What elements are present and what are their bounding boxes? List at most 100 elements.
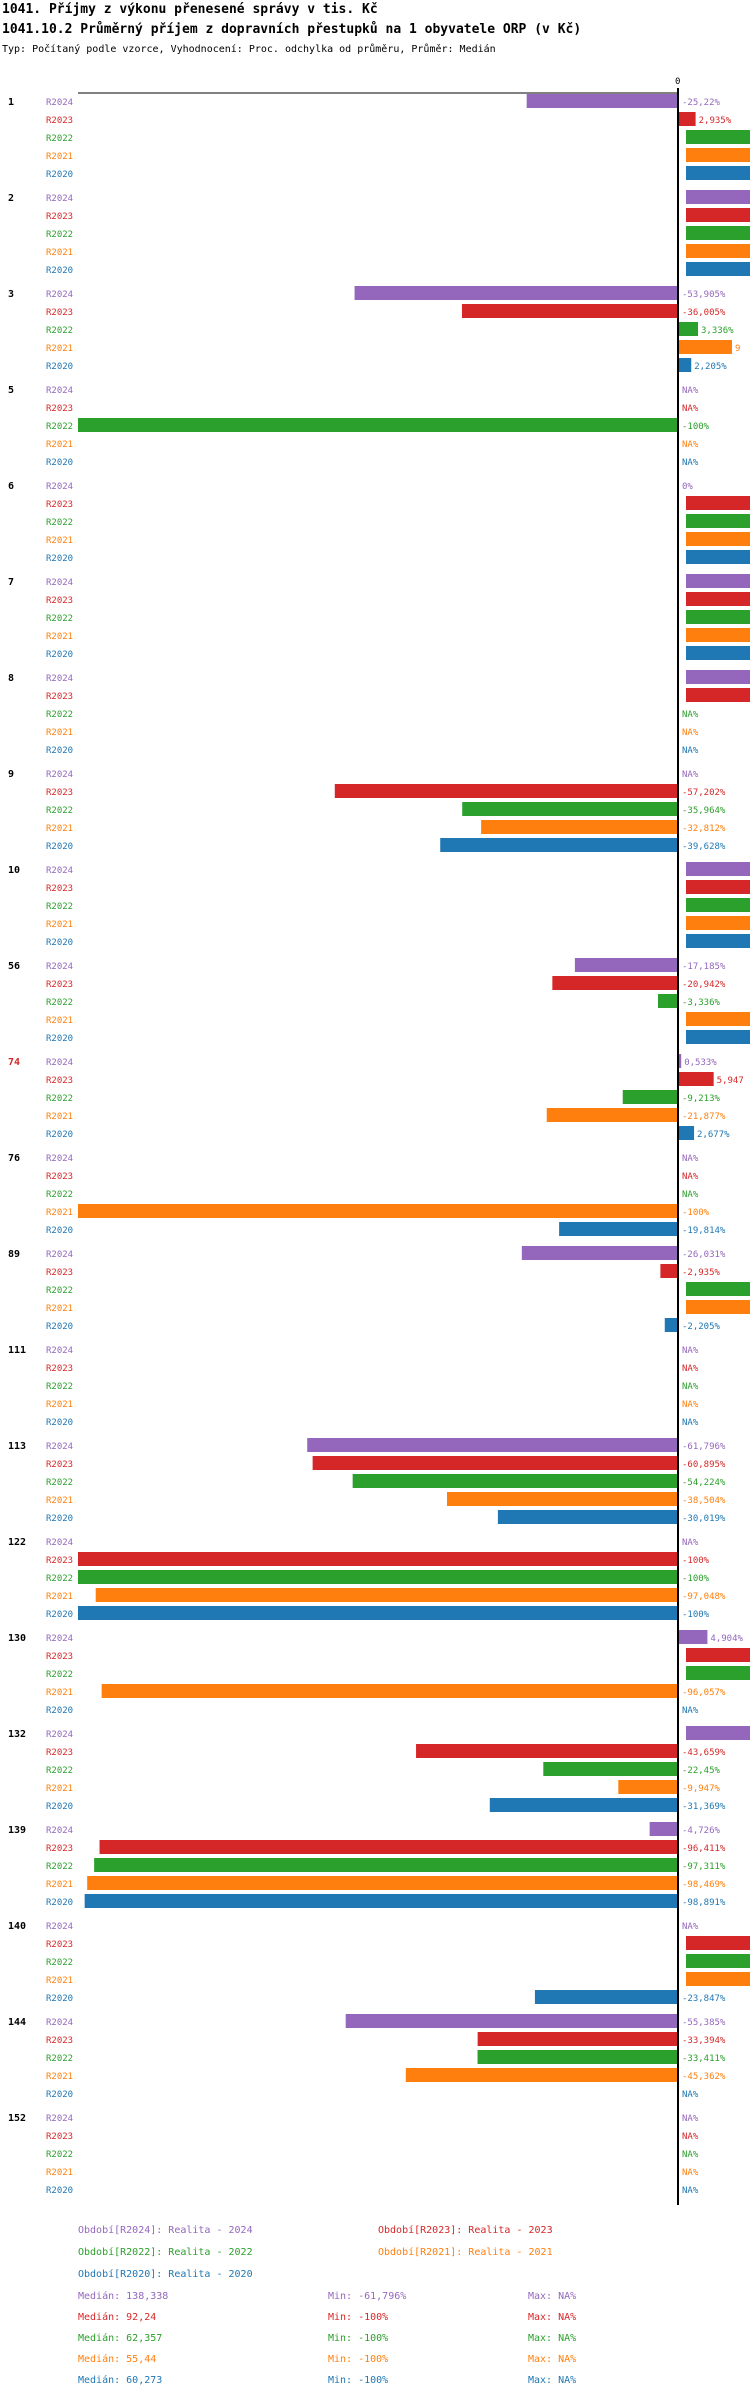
series-label: R2021 [46,920,73,930]
group-label: 113 [8,1441,26,1452]
value-label: NA% [682,1922,699,1932]
series-label: R2024 [46,1250,73,1260]
group-label: 7 [8,577,14,588]
value-label: -17,185% [682,962,726,972]
group-76: 76 R2024 NA% R2023 NA% R2022 NA% R2021 -100% R202… [8,1153,726,1236]
series-label: R2020 [46,650,73,660]
series-label: R2022 [46,806,73,816]
bar [686,1282,750,1296]
bar [686,208,750,222]
series-label: R2022 [46,518,73,528]
series-label: R2022 [46,1286,73,1296]
value-label: -98,891% [682,1898,726,1908]
group-label: 6 [8,481,14,492]
value-label: -4,726% [682,1826,721,1836]
series-label: R2021 [46,1880,73,1890]
series-label: R2021 [46,1784,73,1794]
group-label: 139 [8,1825,26,1836]
value-label: -60,895% [682,1460,726,1470]
series-label: R2022 [46,230,73,240]
bar [678,322,699,336]
bar [534,1990,678,2004]
series-label: R2020 [46,554,73,564]
series-label: R2024 [46,674,73,684]
group-139: 139 R2024 -4,726% R2023 -96,411% R2022 -97,311… [8,1822,726,1908]
bar [686,862,750,876]
value-label: 2,677% [697,1130,730,1140]
group-3: 3 R2024 -53,905% R2023 -36,005% R2022 3,336% R2… [8,286,740,372]
value-label: NA% [682,2168,699,2178]
value-label: -45,362% [682,2072,726,2082]
series-label: R2024 [46,290,73,300]
series-label: R2022 [46,2150,73,2160]
group-label: 56 [8,961,20,972]
bar [78,1552,678,1566]
series-label: R2022 [46,1574,73,1584]
series-label: R2022 [46,998,73,1008]
bar [686,226,750,240]
series-label: R2023 [46,212,73,222]
bar [686,688,750,702]
bar [546,1108,678,1122]
bar [440,838,678,852]
value-label: 3,336% [701,326,734,336]
series-label: R2024 [46,1730,73,1740]
series-label: R2021 [46,1400,73,1410]
value-label: -98,469% [682,1880,726,1890]
bar [99,1840,678,1854]
value-label: -61,796% [682,1442,726,1452]
group-132: 132 R2024 R2023 -43,659% R2022 -22,45% R2021 -9… [8,1726,750,1812]
bar [678,1630,708,1644]
series-label: R2022 [46,134,73,144]
group-144: 144 R2024 -55,385% R2023 -33,394% R2022 -33,41… [8,2014,726,2100]
bar [95,1588,679,1602]
bar [664,1318,678,1332]
chart-subtitle: 1041.10.2 Průměrný příjem z dopravních p… [2,22,582,37]
value-label: -38,504% [682,1496,726,1506]
bar [686,610,750,624]
bar [686,880,750,894]
bar [686,670,750,684]
group-2: 2 R2024 R2023 R2022 R2021 R2020 [8,190,750,276]
value-label: NA% [682,1382,699,1392]
series-label: R2024 [46,1058,73,1068]
series-label: R2020 [46,1322,73,1332]
value-label: NA% [682,458,699,468]
group-label: 130 [8,1633,26,1644]
series-label: R2021 [46,248,73,258]
value-label: -55,385% [682,2018,726,2028]
series-label: R2024 [46,578,73,588]
bar [574,958,678,972]
series-label: R2020 [46,1802,73,1812]
series-label: R2020 [46,1130,73,1140]
bar [686,1954,750,1968]
value-label: NA% [682,1154,699,1164]
bar [686,628,750,642]
value-label: -2,935% [682,1268,721,1278]
bar [307,1438,678,1452]
bar [686,646,750,660]
series-label: R2024 [46,1634,73,1644]
series-label: R2020 [46,1034,73,1044]
series-label: R2022 [46,1094,73,1104]
series-label: R2024 [46,866,73,876]
series-label: R2023 [46,1364,73,1374]
group-label: 152 [8,2113,26,2124]
group-label: 132 [8,1729,26,1740]
bar [686,496,750,510]
series-label: R2023 [46,1940,73,1950]
value-label: -25,22% [682,98,721,108]
bar [87,1876,679,1890]
value-label: -57,202% [682,788,726,798]
series-label: R2023 [46,884,73,894]
series-label: R2023 [46,1460,73,1470]
bar [78,418,678,432]
group-152: 152 R2024 NA% R2023 NA% R2022 NA% R2021 NA% R2020… [8,2113,699,2196]
value-label: NA% [682,2090,699,2100]
value-label: NA% [682,2114,699,2124]
bar [345,2014,678,2028]
series-label: R2023 [46,692,73,702]
value-label: 2,935% [699,116,732,126]
chart-info: Typ: Počítaný podle vzorce, Vyhodnocení:… [2,44,496,55]
